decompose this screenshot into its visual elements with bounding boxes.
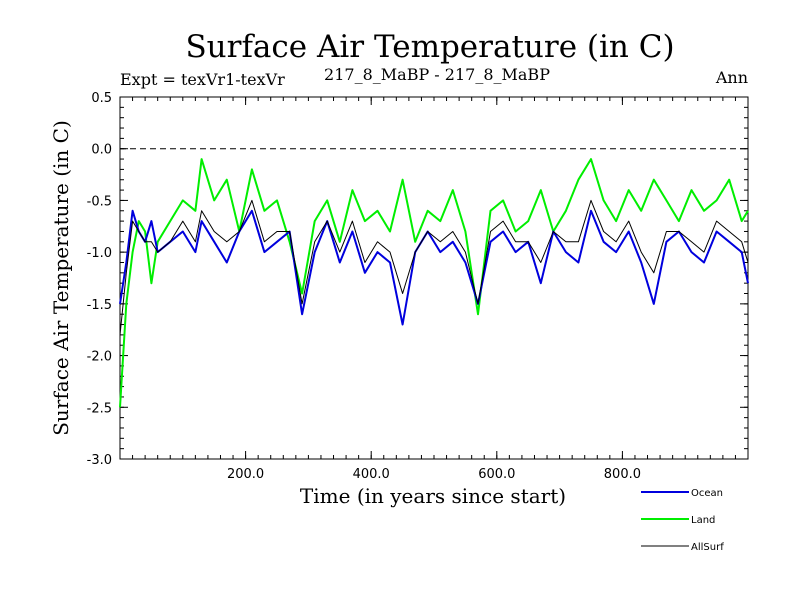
- chart-title: Surface Air Temperature (in C): [185, 29, 674, 65]
- x-axis-label: Time (in years since start): [300, 484, 566, 508]
- series-line-land: [119, 158, 749, 408]
- y-tick-label: -1.0: [87, 246, 112, 261]
- plot-frame: [119, 96, 749, 460]
- subtitle-left: Expt = texVr1-texVr: [120, 70, 285, 89]
- legend-label-ocean: Ocean: [691, 488, 723, 499]
- x-tick-label: 600.0: [478, 467, 515, 482]
- series-line-ocean: [119, 209, 749, 326]
- y-axis-label: Surface Air Temperature (in C): [49, 120, 73, 436]
- y-tick-label: -2.5: [87, 401, 112, 416]
- y-tick-label: -3.0: [87, 453, 112, 468]
- legend-label-land: Land: [691, 515, 715, 526]
- y-tick-label: 0.0: [91, 143, 112, 158]
- y-tick-label: 0.5: [91, 91, 112, 106]
- subtitle-center: 217_8_MaBP - 217_8_MaBP: [324, 65, 550, 84]
- series-line-allsurf: [119, 199, 749, 335]
- y-tick-label: -1.5: [87, 298, 112, 313]
- legend-label-allsurf: AllSurf: [691, 542, 724, 553]
- subtitle-right: Ann: [715, 68, 748, 87]
- x-tick-label: 800.0: [604, 467, 641, 482]
- x-tick-label: 400.0: [353, 467, 390, 482]
- legend: Ocean Land AllSurf: [641, 488, 724, 553]
- x-tick-label: 200.0: [227, 467, 264, 482]
- y-tick-label: -2.0: [87, 350, 112, 365]
- plot-area: 0.5 0.0 -0.5 -1.0 -1.5 -2.0 -2.5 -3.0 200.0 400.0…: [87, 91, 749, 482]
- y-tick-label: -0.5: [87, 194, 112, 209]
